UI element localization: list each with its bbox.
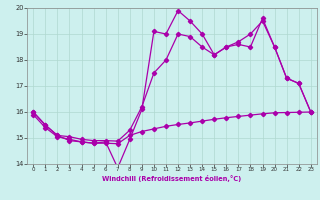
X-axis label: Windchill (Refroidissement éolien,°C): Windchill (Refroidissement éolien,°C)	[102, 175, 242, 182]
